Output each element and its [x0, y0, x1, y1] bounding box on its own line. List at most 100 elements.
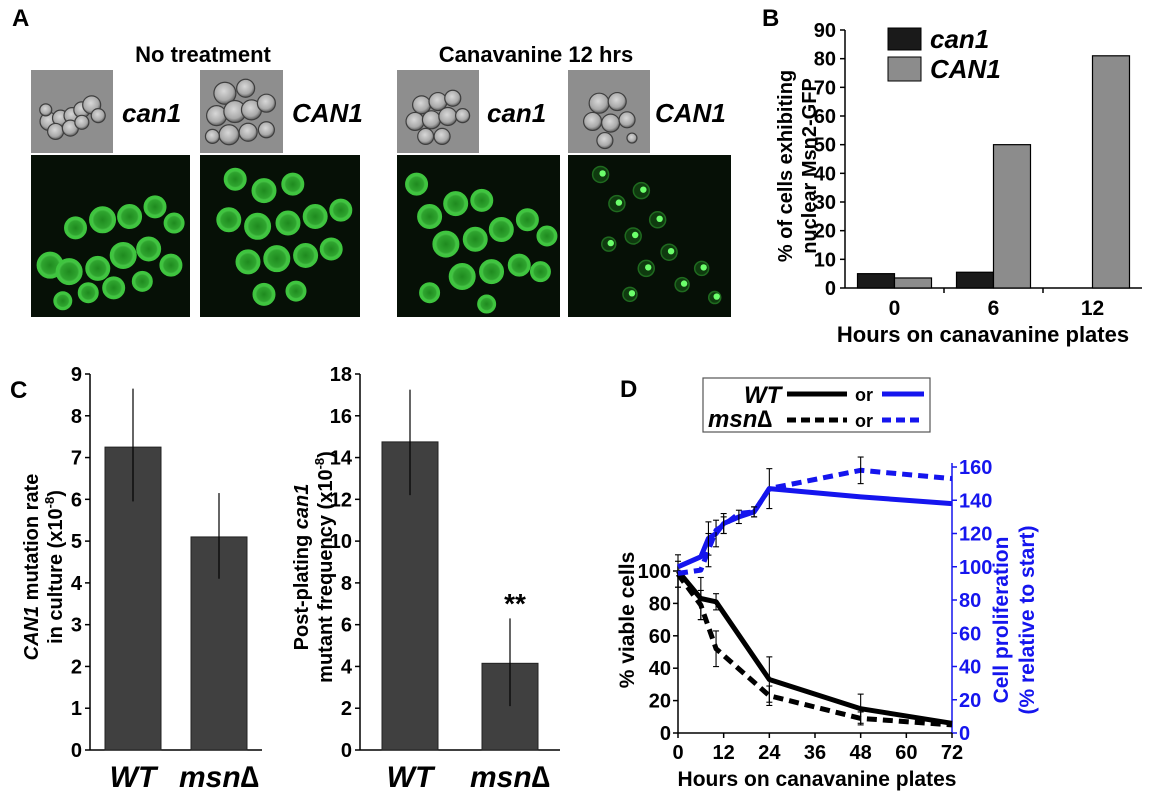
chart-c-xtick-label: msn∆ [179, 761, 259, 794]
dic-image-2 [200, 70, 283, 153]
dic-cell [582, 111, 603, 132]
chart-c-ytick-label: 5 [71, 531, 82, 553]
strain-label-4: CAN1 [655, 98, 726, 128]
chart-c-ytick-label: 6 [71, 489, 82, 511]
chart-d-ytick-right-label: 80 [959, 590, 981, 612]
chart-d-xtick-label: 72 [941, 742, 963, 764]
gfp-cell [53, 291, 73, 311]
chart-b-ytick-label: 60 [814, 106, 836, 128]
chart-d-ytick-left-label: 40 [649, 658, 671, 680]
chart-b-ytick-label: 0 [825, 278, 836, 300]
chart-c-ytick-label: 10 [330, 531, 352, 553]
chart-b-ylabel-line2: nuclear Msn2-GFP [799, 78, 821, 254]
gfp-cell [405, 172, 429, 196]
dic-cell [90, 108, 106, 124]
chart-d-legend-msn: msn∆ [708, 406, 772, 433]
chart-c-ytick-label: 8 [71, 406, 82, 428]
chart-d-ytick-left-label: 80 [649, 593, 671, 615]
gfp-nuclear-spot [632, 231, 639, 239]
dic-cell [206, 105, 228, 127]
gfp-image-4 [568, 155, 731, 317]
chart-b-ytick-label: 80 [814, 49, 836, 71]
chart-d-legend-box [702, 377, 931, 433]
dic-cell [74, 114, 90, 130]
gfp-image-3 [397, 155, 560, 317]
gfp-cell [285, 280, 307, 302]
chart-d-line-left-wt [676, 569, 953, 726]
gfp-cell [275, 210, 301, 236]
strain-label-2: CAN1 [292, 98, 363, 128]
gfp-cell [293, 242, 319, 268]
gfp-cell [244, 212, 272, 240]
chart-b-ytick-label: 10 [814, 249, 836, 271]
gfp-cell [470, 188, 494, 212]
legend-or-1: or [855, 385, 873, 405]
dic-cell [438, 106, 458, 127]
chart-b-xtick-label: 0 [889, 297, 901, 320]
chart-b-bar-CAN1 [992, 144, 1032, 289]
chart-d-xtick-label: 48 [850, 742, 872, 764]
panel-label-a: A [12, 5, 29, 32]
chart-c-ytick-label: 8 [341, 573, 352, 595]
chart-d-ytick-left-label: 60 [649, 626, 671, 648]
gfp-cell [329, 198, 353, 222]
chart-d-line-right-msn [677, 467, 953, 576]
gfp-nuclear-spot [656, 215, 663, 222]
chart-c-ytick-label: 9 [71, 364, 82, 386]
chart-d-xtick-label: 0 [672, 742, 683, 764]
gfp-cell [143, 195, 167, 219]
micrograph-group-title-1: No treatment [135, 42, 271, 67]
chart-c-ytick-label: 0 [341, 740, 352, 762]
legend-label-can1: can1 [930, 24, 989, 54]
gfp-cell [432, 230, 460, 258]
chart-d: % viable cells Cell proliferation (% rel… [616, 456, 1039, 791]
chart-d-ylabel-right-1: Cell proliferation [990, 537, 1013, 704]
chart-b-bar-CAN1 [1091, 55, 1131, 289]
gfp-cell [251, 178, 277, 204]
gfp-cell [477, 294, 497, 314]
chart-d-legend: WT or msn∆ or [702, 377, 931, 433]
gfp-nuclear-spot [713, 293, 720, 300]
chart-b-bar-can1 [955, 271, 995, 289]
gfp-cell [131, 270, 153, 292]
chart-d-ytick-left-label: 100 [638, 561, 671, 583]
gfp-nuclear-spot [640, 186, 647, 193]
chart-d-ytick-left-label: 0 [660, 723, 671, 745]
gfp-cell [163, 212, 185, 234]
dic-cell [204, 128, 221, 144]
chart-d-line-left-msn [675, 572, 953, 728]
dic-cell [601, 113, 621, 133]
gfp-cell [536, 225, 558, 247]
chart-c-left-ylabel-2: in culture (x10-8) [42, 490, 67, 644]
dic-image-3 [397, 70, 479, 153]
gfp-cell [159, 253, 183, 277]
dic-cell [433, 127, 451, 145]
chart-d-ytick-right-label: 20 [959, 690, 981, 712]
dic-image-1 [31, 70, 113, 153]
micrograph-group-title-2: Canavanine 12 hrs [439, 42, 633, 67]
gfp-nuclear-spot [680, 280, 688, 287]
chart-d-ylabel-right-2: (% relative to start) [1016, 525, 1039, 714]
chart-c-ytick-label: 4 [341, 656, 353, 678]
gfp-cell [448, 263, 476, 290]
dic-cell [588, 92, 610, 114]
gfp-cell [109, 241, 137, 269]
chart-c-ytick-label: 4 [71, 573, 83, 595]
legend-or-2: or [855, 411, 873, 431]
dic-cell [256, 93, 276, 113]
chart-c-right-ylabel-1: Post-plating can1 [291, 484, 313, 651]
gfp-image-1 [31, 155, 190, 317]
chart-c-ytick-label: 3 [71, 615, 82, 637]
dic-cell [607, 91, 627, 112]
gfp-nuclear-spot [700, 264, 707, 271]
chart-d-ytick-right-label: 0 [959, 723, 970, 745]
dic-cell [455, 108, 471, 124]
dic-cell [236, 78, 256, 98]
chart-c-xtick-label: msn∆ [470, 761, 550, 794]
chart-d-legend-wt: WT [744, 382, 784, 409]
chart-b-xlabel: Hours on canavanine plates [837, 322, 1129, 347]
gfp-cell [216, 207, 242, 233]
chart-b-ytick-label: 90 [814, 20, 836, 42]
gfp-nuclear-spot [645, 264, 652, 271]
gfp-nuclear-spot [667, 248, 675, 255]
